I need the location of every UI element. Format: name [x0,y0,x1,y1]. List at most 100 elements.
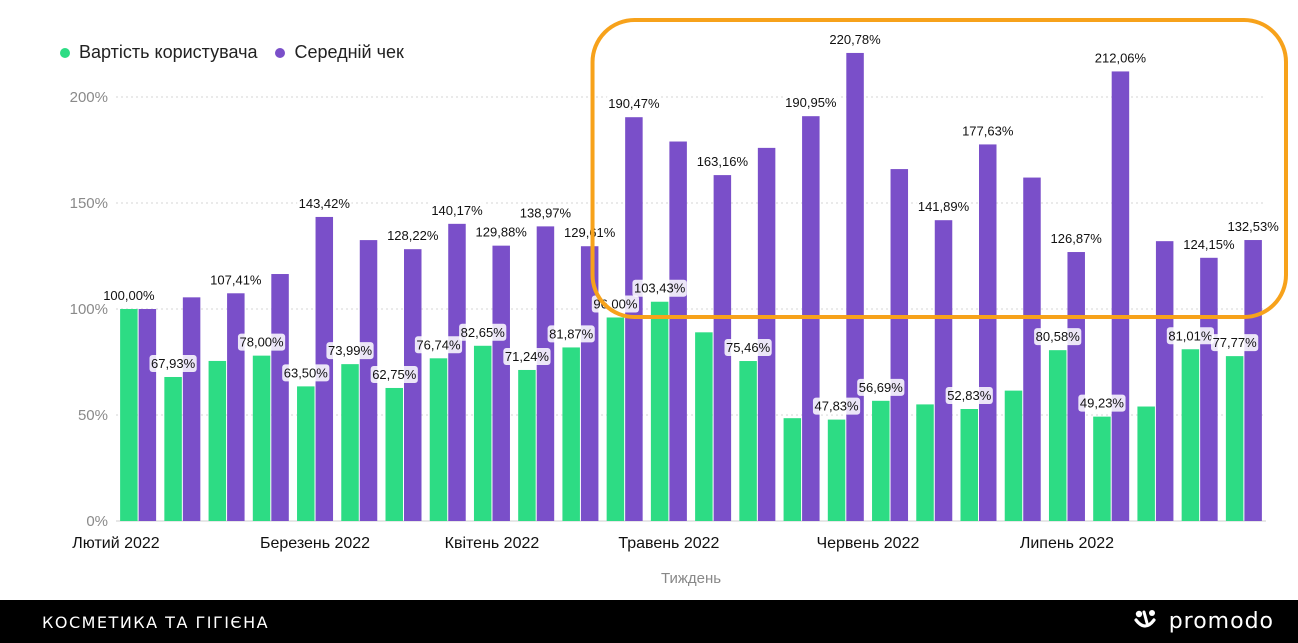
bar-average-check [404,249,422,522]
data-label-bg [297,194,352,212]
y-tick-label: 150% [70,195,108,212]
bar-user-cost [1004,390,1023,521]
bar-user-cost [1225,356,1244,521]
data-label-bg [414,336,463,354]
x-axis-month-label: Травень 2022 [618,535,719,552]
data-label: 129,88% [476,225,528,240]
data-label: 73,99% [328,343,373,358]
bar-average-check [669,141,687,521]
data-label: 96,00% [593,296,638,311]
bar-average-check [1023,177,1041,521]
data-label-bg [1225,218,1281,236]
bar-average-check [492,245,510,521]
bar-user-cost [208,360,227,521]
bar-user-cost [872,400,890,521]
data-label: 132,53% [1227,219,1279,234]
bar-average-check [757,147,776,521]
data-label-bg [547,325,595,343]
bar-average-check [138,309,157,521]
legend-item-user-cost[interactable]: Вартість користувача [60,42,257,63]
data-label: 77,77% [1213,335,1258,350]
data-label: 80,58% [1036,329,1081,344]
legend-item-average-check[interactable]: Середній чек [275,42,404,63]
bar-user-cost [562,347,580,521]
data-label: 82,65% [461,325,506,340]
bar-user-cost [695,332,713,521]
data-label: 212,06% [1095,50,1147,65]
data-label: 81,01% [1168,328,1213,343]
bar-user-cost [606,317,625,521]
footer-bar: КОСМЕТИКА ТА ГІГІЄНА promodo [0,600,1298,643]
bar-user-cost [1093,416,1111,521]
data-label-bg [632,279,687,297]
y-tick-label: 200% [70,89,108,106]
y-tick-label: 100% [70,301,108,318]
bar-user-cost [341,364,359,521]
data-label-bg [1049,230,1104,248]
data-label: 71,24% [505,349,550,364]
legend-label-user-cost: Вартість користувача [79,42,258,62]
data-label-bg [208,271,264,289]
data-label: 75,46% [726,340,771,355]
data-label: 63,50% [284,365,329,380]
data-label: 107,41% [210,272,262,287]
bar-user-cost [1137,406,1155,521]
bar-user-cost [783,418,802,521]
bar-average-check [227,293,245,521]
bar-user-cost [518,369,536,521]
bar-average-check [713,175,732,521]
data-label-bg [606,95,662,113]
data-label-bg [459,323,507,341]
data-label: 190,47% [608,96,660,111]
x-axis-title: Тиждень [661,570,721,587]
data-label-bg [149,354,197,372]
data-label-bg [101,287,157,304]
y-tick-label: 0% [86,513,108,530]
data-label: 126,87% [1051,231,1103,246]
bar-user-cost [916,404,934,521]
bar-user-cost [164,376,182,521]
bar-user-cost [297,386,315,521]
bar-user-cost [473,345,492,521]
data-label-bg [370,365,418,383]
data-label: 220,78% [829,32,881,47]
data-label-bg [1181,235,1237,253]
data-label-bg [326,342,374,360]
x-axis-month-label: Квітень 2022 [445,535,540,552]
data-label-bg [857,378,905,396]
bar-average-check [1200,257,1218,521]
y-tick-label: 50% [78,407,108,424]
data-label: 143,42% [299,196,351,211]
data-label: 67,93% [151,356,196,371]
bar-average-check [271,274,289,521]
data-label-bg [1034,328,1082,346]
data-label: 103,43% [634,281,686,296]
bar-average-check [979,144,997,522]
data-label: 177,63% [962,123,1014,138]
data-label-bg [916,198,971,216]
data-label-bg [591,295,640,313]
data-label: 140,17% [431,203,483,218]
legend-dot-average-check [275,47,286,58]
bar-user-cost [739,361,757,521]
bar-user-cost [827,419,846,521]
chart-svg: 0% 50% 100% 150% 200% 100,00% 67,93% 78,00% 63,5… [70,18,1288,587]
data-label: 81,87% [549,326,594,341]
bar-user-cost [1181,349,1200,521]
promodo-logo-icon [1134,610,1156,628]
bar-average-check [580,246,599,521]
brand-logo: promodo [1131,608,1274,634]
data-label-bg [945,387,993,405]
bar-average-check [182,297,201,521]
data-label: 62,75% [372,367,417,382]
data-label: 190,95% [785,95,837,110]
bar-average-check [448,223,466,521]
data-label: 56,69% [859,380,904,395]
data-label-bg [960,122,1015,140]
legend-dot-user-cost [60,47,70,58]
data-label-bg [474,223,529,241]
x-axis-month-label: Березень 2022 [260,535,370,552]
data-label-bg [827,30,883,48]
data-label: 141,89% [918,199,970,214]
data-label-bg [724,339,772,357]
